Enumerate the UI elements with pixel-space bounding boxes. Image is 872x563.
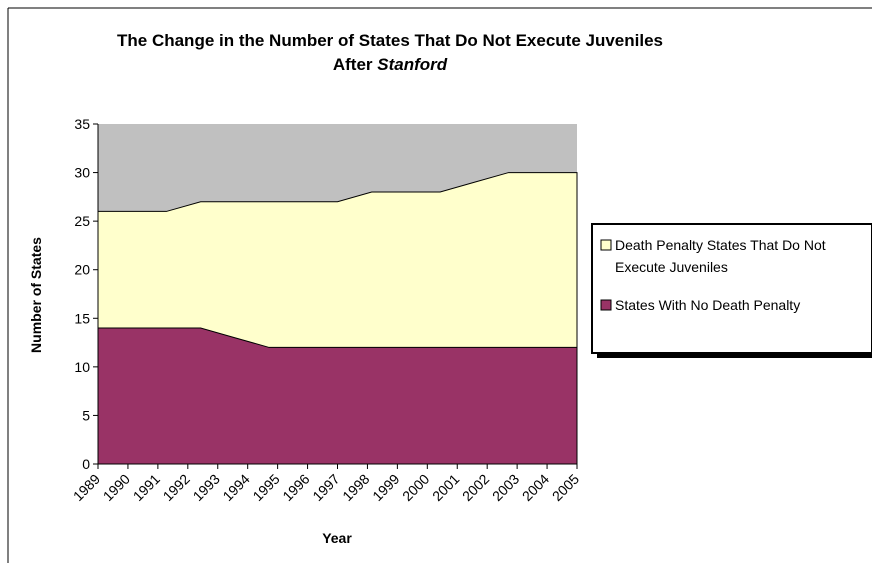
x-tick-label: 2004 (519, 471, 552, 504)
chart-title: The Change in the Number of States That … (117, 31, 663, 50)
x-tick-label: 2001 (429, 471, 462, 504)
series-areas (97, 172, 578, 465)
legend-label-series-1-line1: Death Penalty States That Do Not (615, 237, 826, 253)
x-tick-label: 1995 (249, 471, 282, 504)
x-tick-label: 1991 (130, 471, 163, 504)
legend-swatch-series-2 (600, 299, 612, 311)
y-tick-label: 35 (74, 116, 90, 132)
x-tick-label: 1989 (70, 471, 103, 504)
x-axis-title: Year (322, 530, 352, 546)
legend-swatch-series-1 (600, 239, 612, 251)
legend-label-series-2: States With No Death Penalty (615, 297, 800, 313)
chart-title-line2-emphasis: Stanford (377, 55, 448, 74)
chart-title-line2-prefix: After (333, 55, 377, 74)
y-axis-title: Number of States (28, 237, 44, 353)
y-tick-label: 10 (74, 359, 90, 375)
y-tick-label: 0 (82, 456, 90, 472)
x-tick-label: 2000 (399, 471, 432, 504)
legend-box (591, 223, 872, 354)
series-area-2 (97, 327, 578, 465)
x-tick-label: 1997 (309, 471, 342, 504)
x-tick-label: 1998 (339, 471, 372, 504)
x-tick-label: 1994 (219, 471, 252, 504)
x-axis-ticks: 1989199019911992199319941995199619971998… (70, 464, 582, 504)
legend-label-series-1-line2: Execute Juveniles (615, 259, 728, 275)
y-tick-label: 15 (74, 310, 90, 326)
y-tick-label: 20 (74, 262, 90, 278)
x-tick-label: 1996 (279, 471, 312, 504)
x-tick-label: 1990 (100, 471, 133, 504)
y-tick-label: 25 (74, 213, 90, 229)
y-axis-ticks: 0 5 10 15 20 25 30 35 (74, 116, 98, 472)
x-tick-label: 1993 (190, 471, 223, 504)
y-tick-label: 5 (82, 407, 90, 423)
legend: Death Penalty States That Do Not Execute… (591, 223, 872, 358)
x-tick-label: 2003 (489, 471, 522, 504)
chart-title-line2: After Stanford (333, 55, 448, 74)
x-tick-label: 2005 (549, 471, 582, 504)
y-tick-label: 30 (74, 165, 90, 181)
x-tick-label: 2002 (459, 471, 492, 504)
x-tick-label: 1992 (160, 471, 193, 504)
x-tick-label: 1999 (369, 471, 402, 504)
